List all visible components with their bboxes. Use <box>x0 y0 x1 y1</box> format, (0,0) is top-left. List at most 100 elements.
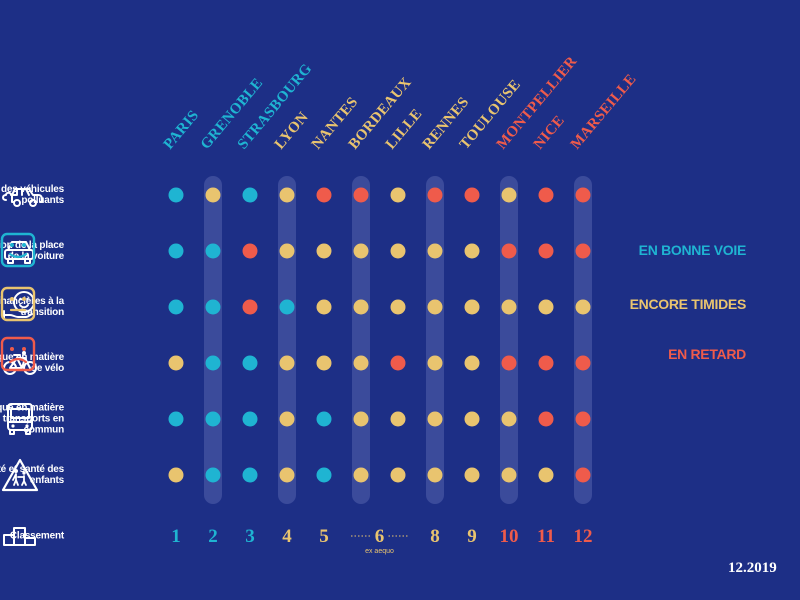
dot-bordeaux-row-6 <box>353 467 369 483</box>
rank-marseille: 12 <box>574 526 593 547</box>
dot-lille-row-1 <box>390 187 406 203</box>
dot-paris-row-5 <box>168 411 184 427</box>
dot-nice-row-4 <box>538 355 554 371</box>
criterion-label-children: Mobilité et santé des enfants <box>0 464 64 486</box>
dot-nantes-row-5 <box>316 411 332 427</box>
dot-lille-row-2 <box>390 243 406 259</box>
legend-label-good: EN BONNE VOIE <box>638 242 747 258</box>
date-label: 12.2019 <box>728 560 777 576</box>
dot-strasbourg-row-4 <box>242 355 258 371</box>
dot-marseille-row-2 <box>575 243 591 259</box>
rank-paris: 1 <box>171 526 181 547</box>
criterion-label-car-reduction: Réduction de la place de la voiture <box>0 240 64 262</box>
dot-nice-row-5 <box>538 411 554 427</box>
dot-bordeaux-row-3 <box>353 299 369 315</box>
dot-bordeaux-row-5 <box>353 411 369 427</box>
column-band-bordeaux <box>352 176 370 504</box>
dot-paris-row-4 <box>168 355 184 371</box>
dot-lille-row-3 <box>390 299 406 315</box>
dot-grenoble-row-2 <box>205 243 221 259</box>
dot-lyon-row-6 <box>279 467 295 483</box>
dot-bordeaux-row-1 <box>353 187 369 203</box>
criterion-label-bicycle: Dynamique en matière de vélo <box>0 352 64 374</box>
dot-strasbourg-row-5 <box>242 411 258 427</box>
rank-toulouse: 9 <box>467 526 477 547</box>
polluting-cars-icon <box>2 188 43 207</box>
dot-marseille-row-1 <box>575 187 591 203</box>
dot-lyon-row-3 <box>279 299 295 315</box>
dot-rennes-row-1 <box>427 187 443 203</box>
dot-grenoble-row-4 <box>205 355 221 371</box>
column-band-montpellier <box>500 176 518 504</box>
smiling-face-icon <box>0 232 36 268</box>
city-label-nice: NICE <box>531 113 568 153</box>
dot-rennes-row-5 <box>427 411 443 427</box>
city-label-marseille: MARSEILLE <box>568 71 640 152</box>
dot-paris-row-2 <box>168 243 184 259</box>
dot-rennes-row-3 <box>427 299 443 315</box>
neutral-face-icon <box>0 286 36 322</box>
dot-nice-row-6 <box>538 467 554 483</box>
dot-paris-row-1 <box>168 187 184 203</box>
dot-lille-row-6 <box>390 467 406 483</box>
dot-marseille-row-5 <box>575 411 591 427</box>
dot-strasbourg-row-6 <box>242 467 258 483</box>
dot-strasbourg-row-2 <box>242 243 258 259</box>
frowning-face-icon <box>0 336 36 372</box>
rank-tie-note: ex aequo <box>365 548 394 555</box>
dot-strasbourg-row-3 <box>242 299 258 315</box>
dot-nantes-row-3 <box>316 299 332 315</box>
dot-grenoble-row-1 <box>205 187 221 203</box>
dot-marseille-row-4 <box>575 355 591 371</box>
dot-nice-row-3 <box>538 299 554 315</box>
rank-lyon: 4 <box>282 526 292 547</box>
children-crossing-icon <box>1 458 39 492</box>
dot-lyon-row-5 <box>279 411 295 427</box>
dot-nice-row-1 <box>538 187 554 203</box>
legend-label-timid: ENCORE TIMIDES <box>629 296 747 312</box>
dot-toulouse-row-6 <box>464 467 480 483</box>
podium-icon <box>3 527 36 546</box>
column-band-rennes <box>426 176 444 504</box>
dot-nantes-row-6 <box>316 467 332 483</box>
rank-rennes: 8 <box>430 526 440 547</box>
dot-grenoble-row-3 <box>205 299 221 315</box>
dot-nantes-row-2 <box>316 243 332 259</box>
dot-strasbourg-row-1 <box>242 187 258 203</box>
dot-toulouse-row-1 <box>464 187 480 203</box>
rank-grenoble: 2 <box>208 526 218 547</box>
dot-montpellier-row-5 <box>501 411 517 427</box>
rank-montpellier: 10 <box>500 526 519 547</box>
dot-lyon-row-2 <box>279 243 295 259</box>
dot-lyon-row-1 <box>279 187 295 203</box>
rank-nice: 11 <box>537 526 555 547</box>
criterion-label-financial-aid: Aides financières à la transition <box>0 296 64 318</box>
dot-montpellier-row-6 <box>501 467 517 483</box>
dot-marseille-row-3 <box>575 299 591 315</box>
dot-nantes-row-1 <box>316 187 332 203</box>
column-band-grenoble <box>204 176 222 504</box>
dot-lille-row-4 <box>390 355 406 371</box>
dot-montpellier-row-3 <box>501 299 517 315</box>
dot-toulouse-row-4 <box>464 355 480 371</box>
dot-paris-row-6 <box>168 467 184 483</box>
dot-montpellier-row-2 <box>501 243 517 259</box>
dot-lyon-row-4 <box>279 355 295 371</box>
dot-grenoble-row-5 <box>205 411 221 427</box>
dot-rennes-row-6 <box>427 467 443 483</box>
dot-grenoble-row-6 <box>205 467 221 483</box>
dot-toulouse-row-3 <box>464 299 480 315</box>
dot-montpellier-row-4 <box>501 355 517 371</box>
dot-bordeaux-row-4 <box>353 355 369 371</box>
city-label-paris: PARIS <box>161 108 202 153</box>
dot-nice-row-2 <box>538 243 554 259</box>
column-band-lyon <box>278 176 296 504</box>
dot-bordeaux-row-2 <box>353 243 369 259</box>
dot-marseille-row-6 <box>575 467 591 483</box>
dot-toulouse-row-2 <box>464 243 480 259</box>
dot-toulouse-row-5 <box>464 411 480 427</box>
dot-paris-row-3 <box>168 299 184 315</box>
dot-rennes-row-4 <box>427 355 443 371</box>
